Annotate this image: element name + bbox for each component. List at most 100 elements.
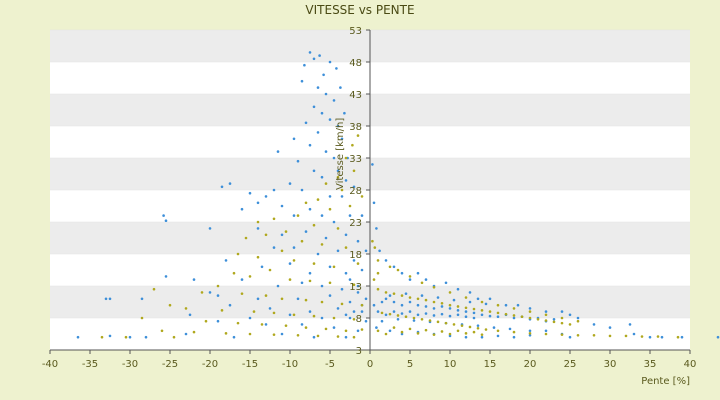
data-point bbox=[376, 287, 380, 291]
data-point bbox=[320, 214, 324, 217]
data-point bbox=[528, 332, 532, 335]
data-point bbox=[296, 333, 300, 337]
data-point bbox=[392, 292, 396, 295]
data-point bbox=[456, 305, 460, 308]
data-point bbox=[484, 302, 488, 306]
data-point bbox=[356, 329, 360, 333]
data-point bbox=[628, 323, 632, 326]
data-point bbox=[339, 86, 342, 89]
data-point bbox=[308, 51, 312, 54]
data-point bbox=[392, 326, 396, 329]
data-point bbox=[308, 207, 312, 211]
data-point bbox=[328, 118, 332, 121]
data-point bbox=[292, 214, 296, 217]
y-tick-label: 23 bbox=[349, 218, 362, 229]
data-point bbox=[464, 296, 468, 299]
data-point bbox=[300, 79, 304, 83]
data-point bbox=[172, 335, 176, 339]
data-point bbox=[608, 326, 612, 329]
data-point bbox=[264, 233, 268, 237]
data-point bbox=[312, 105, 316, 109]
data-point bbox=[520, 315, 524, 319]
data-point bbox=[472, 307, 476, 311]
data-point bbox=[336, 169, 340, 173]
data-point bbox=[344, 329, 348, 333]
data-point bbox=[340, 137, 344, 141]
data-point bbox=[264, 195, 268, 198]
y-tick-label: 18 bbox=[349, 250, 362, 261]
data-point bbox=[144, 335, 148, 339]
x-tick-label: 10 bbox=[444, 359, 457, 370]
data-point bbox=[456, 329, 460, 333]
data-point bbox=[328, 281, 332, 285]
data-point bbox=[312, 169, 316, 173]
y-tick-label: 53 bbox=[349, 26, 362, 37]
data-point bbox=[352, 259, 356, 262]
data-point bbox=[324, 150, 328, 153]
y-tick-label: 33 bbox=[349, 154, 362, 165]
data-point bbox=[424, 328, 428, 332]
data-point bbox=[324, 236, 328, 240]
data-point bbox=[320, 111, 324, 115]
data-point bbox=[512, 314, 516, 317]
y-tick-label: 28 bbox=[349, 186, 362, 197]
data-point bbox=[468, 300, 472, 304]
data-point bbox=[304, 326, 308, 329]
data-point bbox=[360, 310, 364, 313]
y-tick-label: 43 bbox=[349, 90, 362, 101]
data-point bbox=[280, 204, 284, 208]
x-tick-label: -5 bbox=[325, 359, 335, 370]
data-point bbox=[348, 316, 352, 320]
data-point bbox=[492, 326, 496, 329]
data-point bbox=[300, 188, 304, 192]
data-point bbox=[108, 334, 112, 338]
data-point bbox=[516, 303, 520, 307]
data-point bbox=[304, 298, 308, 302]
x-tick-label: -30 bbox=[122, 359, 138, 370]
x-tick-label: 25 bbox=[564, 359, 577, 370]
data-point bbox=[322, 73, 325, 77]
x-tick-label: -25 bbox=[162, 359, 178, 370]
data-point bbox=[184, 332, 188, 336]
data-point bbox=[371, 239, 374, 243]
data-point bbox=[528, 333, 532, 337]
data-point bbox=[224, 259, 228, 262]
data-point bbox=[108, 297, 112, 301]
data-point bbox=[416, 297, 420, 301]
data-point bbox=[408, 296, 412, 299]
data-point bbox=[496, 303, 500, 307]
data-point bbox=[260, 323, 264, 326]
data-point bbox=[340, 195, 344, 198]
data-point bbox=[660, 335, 664, 339]
data-point bbox=[528, 307, 532, 310]
data-point bbox=[292, 137, 296, 141]
data-point bbox=[356, 284, 360, 288]
data-point bbox=[328, 195, 332, 198]
data-point bbox=[304, 201, 308, 205]
data-point bbox=[344, 246, 348, 249]
data-point bbox=[264, 294, 268, 297]
x-tick-label: -15 bbox=[242, 359, 258, 370]
data-point bbox=[384, 291, 388, 294]
chart-title: VITESSE vs PENTE bbox=[305, 3, 414, 17]
data-point bbox=[296, 214, 300, 217]
data-point bbox=[320, 284, 324, 288]
data-point bbox=[260, 265, 264, 269]
data-point bbox=[376, 310, 380, 313]
data-point bbox=[332, 265, 336, 269]
data-point bbox=[344, 233, 348, 237]
data-point bbox=[432, 333, 436, 336]
data-point bbox=[400, 271, 404, 275]
data-point bbox=[576, 319, 580, 323]
data-point bbox=[432, 314, 436, 317]
data-point bbox=[248, 191, 252, 195]
data-point bbox=[360, 195, 364, 198]
data-point bbox=[240, 292, 244, 295]
data-point bbox=[160, 329, 164, 333]
data-point bbox=[448, 334, 452, 338]
data-point bbox=[248, 275, 252, 278]
data-point bbox=[164, 219, 168, 223]
data-point bbox=[476, 297, 480, 301]
data-point bbox=[416, 271, 420, 275]
